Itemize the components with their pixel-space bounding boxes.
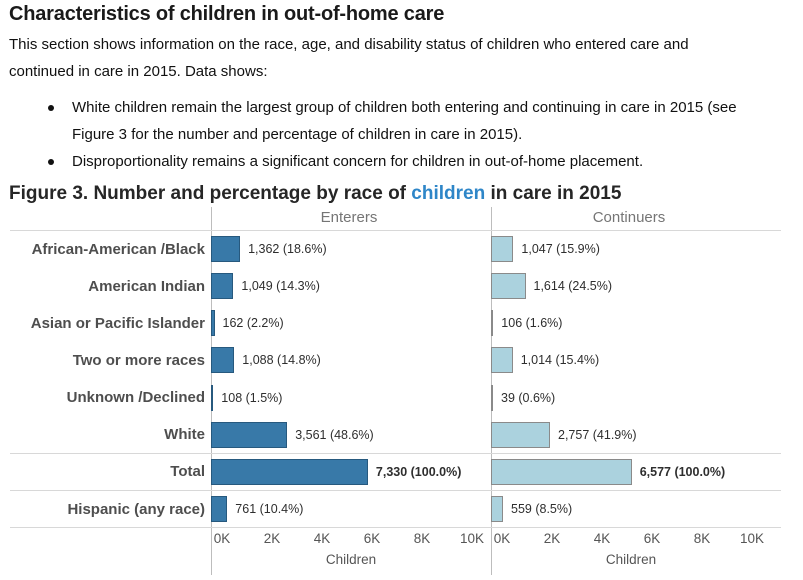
- bar-enterers: [211, 236, 241, 262]
- page-title: Characteristics of children in out-of-ho…: [9, 3, 445, 25]
- bar-value-label: 3,561 (48.6%): [295, 427, 374, 442]
- bar-continuers: [491, 458, 632, 485]
- x-axis-tick-label: 8K: [693, 530, 711, 546]
- bullet-text: White children remain the largest group …: [72, 99, 737, 143]
- bar-value-label: 1,614 (24.5%): [533, 279, 613, 294]
- category-label: American Indian: [88, 277, 205, 295]
- grid-line: [10, 527, 781, 529]
- bullet-icon: [48, 159, 54, 165]
- column-header-continuers: Continuers: [592, 209, 666, 226]
- bar-value-label: 6,577 (100.0%): [639, 464, 726, 479]
- grid-line: [10, 452, 781, 454]
- figure-title-prefix: Figure 3. Number and percentage by race …: [9, 183, 412, 204]
- x-axis-tick-label: 6K: [643, 530, 661, 546]
- bar-enterers: [211, 384, 214, 411]
- figure-title-highlight: children: [411, 183, 486, 204]
- grid-line: [10, 230, 781, 231]
- category-label: Asian or Pacific Islander: [30, 314, 205, 332]
- x-axis-tick-label: 4K: [313, 530, 331, 546]
- bar-value-label: 559 (8.5%): [511, 502, 573, 517]
- bar-value-label: 1,362 (18.6%): [248, 242, 327, 256]
- bar-enterers: [211, 273, 234, 300]
- bar-value-label: 1,049 (14.3%): [241, 279, 320, 294]
- category-label: Total: [170, 463, 205, 481]
- bar-enterers: [211, 458, 368, 485]
- category-label: Two or more races: [72, 351, 205, 369]
- bar-continuers: [491, 384, 493, 411]
- bar-value-label: 1,088 (14.8%): [242, 353, 321, 368]
- x-axis-tick-label: 2K: [263, 530, 281, 546]
- x-axis-tick-label: 4K: [593, 530, 611, 546]
- intro-paragraph: This section shows information on the ra…: [9, 31, 794, 85]
- bar-continuers: [491, 496, 503, 523]
- bar-value-label: 39 (0.6%): [501, 390, 556, 405]
- bar-continuers: [491, 347, 513, 374]
- bar-continuers: [491, 236, 514, 262]
- category-label: African-American /Black: [31, 240, 205, 258]
- bar-value-label: 108 (1.5%): [221, 390, 283, 405]
- bullet-icon: [48, 105, 54, 111]
- x-axis-tick-label: 0K: [213, 530, 231, 546]
- bullet-text: Disproportionality remains a significant…: [72, 153, 644, 170]
- x-axis-tick-label: 10K: [459, 530, 485, 546]
- grid-line: [10, 490, 781, 492]
- bullet-item: White children remain the largest group …: [46, 95, 751, 148]
- figure-title-suffix: in care in 2015: [485, 183, 622, 204]
- column-header-enterers: Enterers: [320, 209, 378, 226]
- bar-value-label: 162 (2.2%): [222, 316, 284, 331]
- bar-value-label: 2,757 (41.9%): [558, 427, 637, 442]
- bar-continuers: [491, 421, 550, 448]
- category-label: White: [164, 426, 205, 444]
- category-label: Hispanic (any race): [67, 500, 205, 518]
- bullet-item: Disproportionality remains a significant…: [46, 149, 751, 176]
- bar-value-label: 761 (10.4%): [235, 502, 304, 517]
- x-axis-title-left: Children: [325, 552, 377, 567]
- x-axis-tick-label: 10K: [739, 530, 765, 546]
- bar-value-label: 106 (1.6%): [501, 316, 563, 331]
- bar-continuers: [491, 310, 494, 337]
- bar-value-label: 7,330 (100.0%): [375, 464, 462, 479]
- x-axis-tick-label: 6K: [363, 530, 381, 546]
- intro-line-2: continued in care in 2015. Data shows:: [9, 63, 268, 80]
- bar-enterers: [211, 496, 228, 523]
- bar-enterers: [211, 310, 215, 337]
- bar-value-label: 1,047 (15.9%): [521, 242, 600, 256]
- bar-enterers: [211, 421, 288, 448]
- x-axis-tick-label: 8K: [413, 530, 431, 546]
- bullet-list: White children remain the largest group …: [46, 95, 751, 177]
- x-axis-title-right: Children: [605, 552, 657, 567]
- category-label: Unknown /Declined: [66, 389, 205, 407]
- bar-enterers: [211, 347, 235, 374]
- bar-chart-figure: Enterers Continuers African-American /Bl…: [0, 207, 803, 580]
- x-axis-tick-label: 2K: [543, 530, 561, 546]
- x-axis-tick-label: 0K: [493, 530, 511, 546]
- bar-value-label: 1,014 (15.4%): [520, 353, 600, 368]
- bar-continuers: [491, 273, 526, 300]
- figure-title: Figure 3. Number and percentage by race …: [9, 183, 621, 205]
- intro-line-1: This section shows information on the ra…: [9, 36, 689, 53]
